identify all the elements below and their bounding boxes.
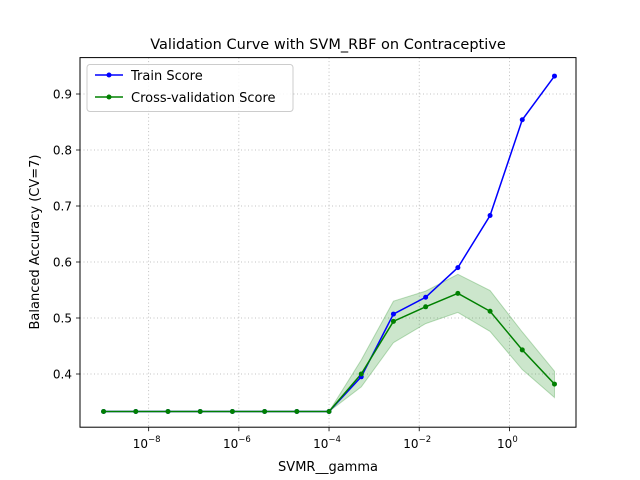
x-tick-label-base: 10 <box>313 437 328 451</box>
cv-score-point <box>519 347 525 353</box>
train-score-point <box>519 117 525 123</box>
cv-score-point <box>423 304 429 310</box>
x-tick-label-exponent: −4 <box>328 435 341 445</box>
x-tick-label-exponent: 0 <box>512 435 517 445</box>
x-tick-label-exponent: −6 <box>238 435 251 445</box>
y-tick-label: 0.4 <box>53 368 72 382</box>
cv-score-point <box>101 409 107 415</box>
train-score-point <box>423 294 429 300</box>
cv-score-point <box>229 409 235 415</box>
cv-score-point <box>294 409 300 415</box>
y-tick-label: 0.6 <box>53 256 72 270</box>
cv-score-point <box>197 409 203 415</box>
legend-train-marker <box>106 72 112 78</box>
cv-score-point <box>487 308 493 314</box>
y-tick-label: 0.9 <box>53 88 72 102</box>
x-axis-label: SVMR__gamma <box>278 460 378 475</box>
series-points <box>101 73 557 415</box>
legend: Train Score Cross-validation Score <box>86 64 294 112</box>
x-tick-label-base: 10 <box>497 437 512 451</box>
x-axis-ticks: 10−8 10−6 10−4 10−2 100 <box>133 427 518 451</box>
train-score-point <box>551 73 557 79</box>
x-tick-label-base: 10 <box>403 437 418 451</box>
x-tick-label-exponent: −2 <box>419 435 432 445</box>
cv-score-point <box>551 381 557 387</box>
cv-score-point <box>326 409 332 415</box>
cv-score-point <box>455 290 461 296</box>
train-score-point <box>487 213 493 219</box>
cv-score-point <box>133 409 139 415</box>
x-tick-label: 10−2 <box>403 435 431 451</box>
legend-box <box>86 64 294 112</box>
x-tick-label-base: 10 <box>133 437 148 451</box>
x-tick-label: 100 <box>497 435 518 451</box>
legend-cv-marker <box>106 94 112 100</box>
x-tick-label: 10−8 <box>133 435 161 451</box>
chart-title: Validation Curve with SVM_RBF on Contrac… <box>150 37 506 53</box>
cv-score-point <box>262 409 268 415</box>
y-tick-label: 0.5 <box>53 312 72 326</box>
x-tick-label: 10−6 <box>223 435 251 451</box>
legend-cv-label: Cross-validation Score <box>131 91 276 106</box>
train-score-point <box>390 311 396 317</box>
y-tick-label: 0.8 <box>53 144 72 158</box>
x-tick-label-base: 10 <box>223 437 238 451</box>
x-tick-label: 10−4 <box>313 435 341 451</box>
x-tick-label-exponent: −8 <box>148 435 161 445</box>
plot-area-frame <box>79 57 577 428</box>
train-score-point <box>455 265 461 271</box>
legend-train-label: Train Score <box>130 69 203 84</box>
y-axis-label: Balanced Accuracy (CV=7) <box>28 155 43 330</box>
cv-score-point <box>358 371 364 377</box>
cv-score-point <box>165 409 171 415</box>
cv-score-point <box>390 318 396 324</box>
y-tick-label: 0.7 <box>53 200 72 214</box>
y-axis-ticks: 0.4 0.5 0.6 0.7 0.8 0.9 <box>53 88 80 382</box>
